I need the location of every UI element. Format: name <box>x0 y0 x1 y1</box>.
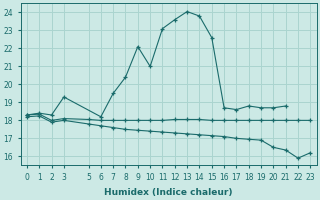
X-axis label: Humidex (Indice chaleur): Humidex (Indice chaleur) <box>104 188 233 197</box>
